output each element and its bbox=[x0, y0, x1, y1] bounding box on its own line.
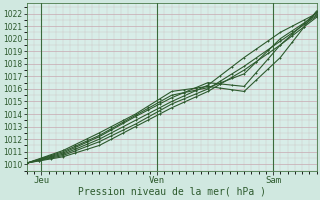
X-axis label: Pression niveau de la mer( hPa ): Pression niveau de la mer( hPa ) bbox=[78, 187, 266, 197]
